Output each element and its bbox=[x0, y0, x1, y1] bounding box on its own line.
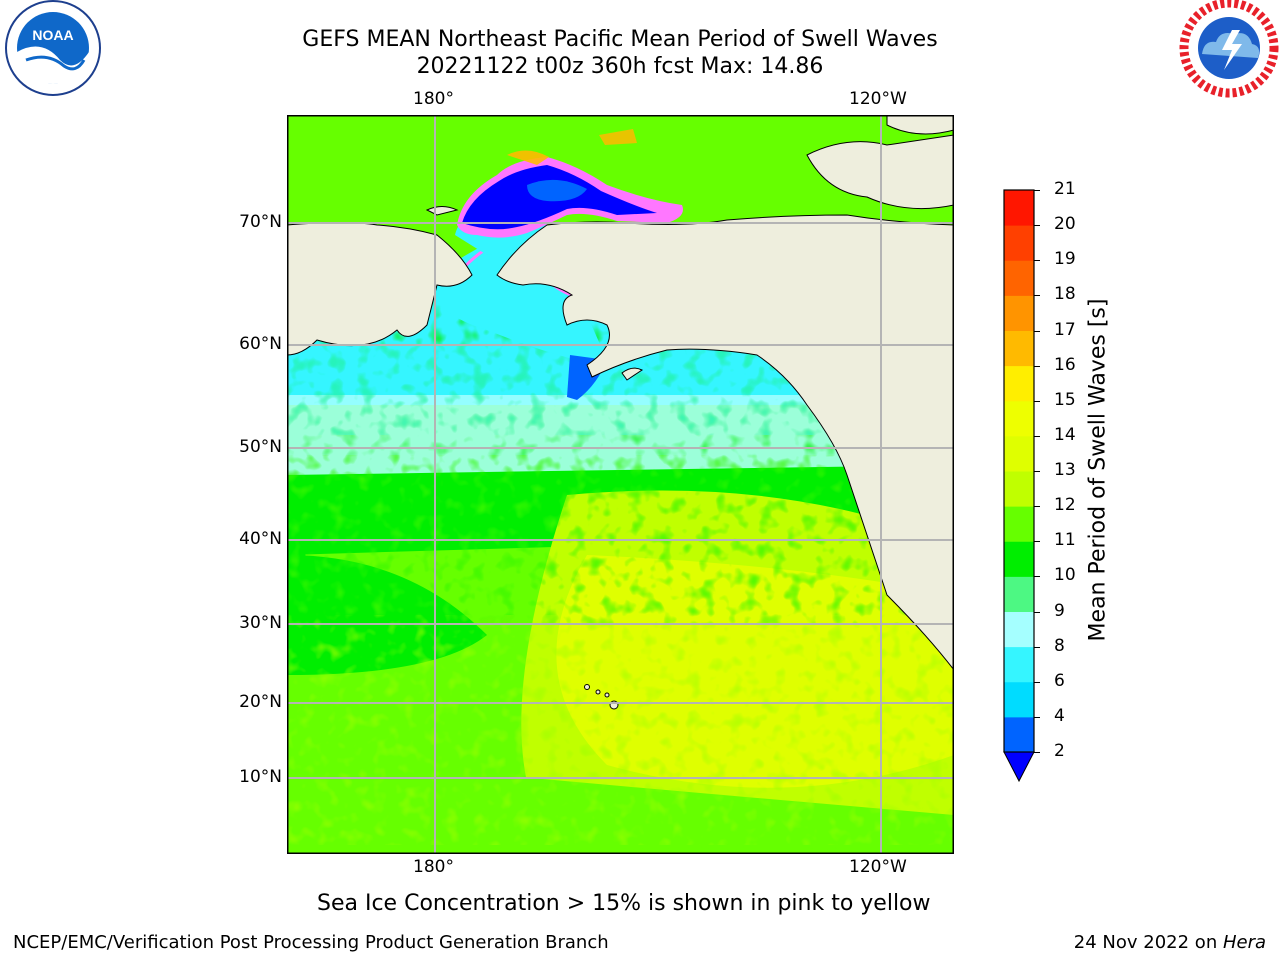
colorbar-swatch bbox=[1004, 365, 1034, 402]
colorbar-tick-mark bbox=[1034, 541, 1040, 543]
colorbar-tick-mark bbox=[1034, 681, 1040, 683]
lat-label-50n: 50°N bbox=[239, 437, 282, 457]
lat-label-10n: 10°N bbox=[239, 767, 282, 787]
colorbar-swatch bbox=[1004, 681, 1034, 718]
colorbar-swatch bbox=[1004, 295, 1034, 331]
colorbar-tick-mark bbox=[1034, 225, 1040, 227]
lat-label-40n: 40°N bbox=[239, 529, 282, 549]
colorbar-swatch bbox=[1004, 541, 1034, 577]
chart-subtitle: 20221122 t00z 360h fcst Max: 14.86 bbox=[416, 54, 824, 79]
colorbar-tick-label: 4 bbox=[1054, 705, 1065, 726]
colorbar-swatch bbox=[1004, 330, 1034, 367]
colorbar-tick-label: 15 bbox=[1054, 389, 1076, 410]
map-panel bbox=[287, 115, 954, 854]
colorbar-swatch bbox=[1004, 435, 1034, 472]
colorbar-tick-label: 10 bbox=[1054, 565, 1076, 586]
colorbar-tick-mark bbox=[1034, 646, 1040, 648]
colorbar-tick-mark bbox=[1034, 190, 1040, 191]
colorbar-tick-label: 9 bbox=[1054, 600, 1065, 621]
colorbar-tick-mark bbox=[1034, 471, 1040, 472]
colorbar-tick-mark bbox=[1034, 330, 1040, 332]
footer-date-text: 24 Nov 2022 on bbox=[1073, 932, 1223, 953]
noaa-logo: NOAA bbox=[5, 0, 101, 96]
colorbar-tick-label: 12 bbox=[1054, 495, 1076, 516]
colorbar-tick-label: 2 bbox=[1054, 741, 1065, 761]
colorbar-swatch bbox=[1004, 611, 1034, 648]
colorbar-tick-label: 18 bbox=[1054, 284, 1076, 305]
sea-ice-note: Sea Ice Concentration > 15% is shown in … bbox=[317, 891, 931, 916]
colorbar-tick-mark bbox=[1034, 611, 1040, 613]
lat-label-70n: 70°N bbox=[239, 212, 282, 232]
map-gridlines bbox=[287, 115, 954, 854]
noaa-logo-text: NOAA bbox=[32, 27, 73, 43]
chart-title: GEFS MEAN Northeast Pacific Mean Period … bbox=[302, 27, 938, 52]
colorbar-swatch bbox=[1004, 506, 1034, 542]
colorbar-tick-mark bbox=[1034, 576, 1040, 578]
colorbar-tick-label: 13 bbox=[1054, 460, 1076, 480]
lon-label-top-120w: 120°W bbox=[849, 89, 907, 109]
lon-label-bottom-180: 180° bbox=[413, 857, 454, 877]
colorbar-tick-label: 14 bbox=[1054, 424, 1076, 445]
colorbar-label: Mean Period of Swell Waves [s] bbox=[1085, 298, 1111, 642]
lat-label-60n: 60°N bbox=[239, 334, 282, 354]
colorbar-swatch bbox=[1004, 716, 1034, 753]
colorbar-tick-label: 17 bbox=[1054, 319, 1076, 340]
footer-branch: NCEP/EMC/Verification Post Processing Pr… bbox=[13, 932, 609, 953]
footer-date: 24 Nov 2022 on Hera bbox=[1074, 932, 1266, 953]
lon-label-top-180: 180° bbox=[413, 89, 454, 109]
colorbar-tick-mark bbox=[1034, 365, 1040, 367]
lat-label-30n: 30°N bbox=[239, 613, 282, 633]
colorbar-under-arrow bbox=[1003, 751, 1035, 783]
colorbar-swatch bbox=[1004, 225, 1034, 261]
lat-label-20n: 20°N bbox=[239, 692, 282, 712]
colorbar-swatch bbox=[1004, 260, 1034, 296]
colorbar-tick-mark bbox=[1034, 295, 1040, 297]
nws-logo bbox=[1179, 0, 1279, 98]
colorbar-tick-mark bbox=[1034, 260, 1040, 262]
colorbar-tick-mark bbox=[1034, 506, 1040, 508]
colorbar bbox=[1003, 189, 1035, 783]
lon-label-bottom-120w: 120°W bbox=[849, 857, 907, 877]
footer-host: Hera bbox=[1222, 932, 1266, 953]
colorbar-tick-label: 11 bbox=[1054, 530, 1076, 551]
colorbar-tick-mark bbox=[1034, 435, 1040, 437]
colorbar-tick-mark bbox=[1034, 400, 1040, 402]
colorbar-swatch bbox=[1004, 400, 1034, 437]
colorbar-tick-label: 8 bbox=[1054, 635, 1065, 656]
colorbar-tick-mark bbox=[1034, 752, 1040, 753]
colorbar-tick-label: 21 bbox=[1054, 179, 1076, 199]
colorbar-swatch bbox=[1004, 190, 1034, 226]
colorbar-tick-label: 20 bbox=[1054, 214, 1076, 235]
colorbar-tick-label: 16 bbox=[1054, 354, 1076, 375]
colorbar-swatch bbox=[1004, 576, 1034, 612]
land-asia bbox=[287, 222, 473, 356]
hawaii-island bbox=[584, 684, 590, 690]
colorbar-tick-label: 19 bbox=[1054, 249, 1076, 270]
colorbar-tick-label: 6 bbox=[1054, 670, 1065, 691]
colorbar-swatch bbox=[1004, 471, 1034, 507]
colorbar-swatch bbox=[1004, 646, 1034, 683]
colorbar-tick-mark bbox=[1034, 716, 1040, 718]
